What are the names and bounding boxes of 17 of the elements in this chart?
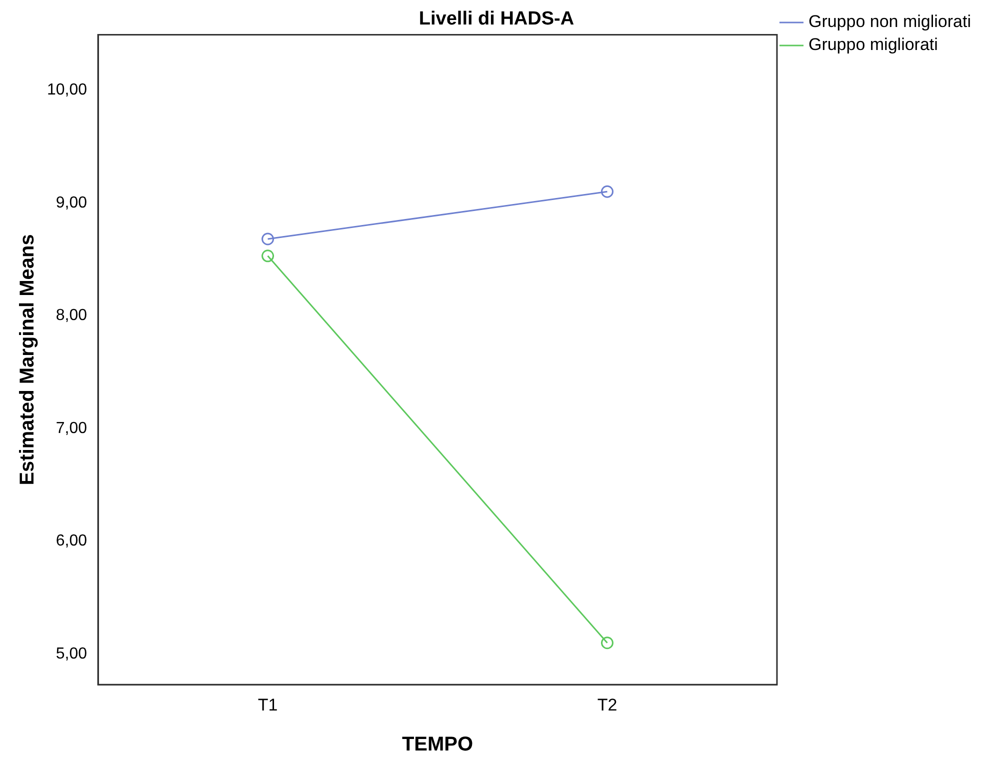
x-axis-title: TEMPO xyxy=(402,734,474,756)
y-tick-label: 5,00 xyxy=(56,646,88,663)
x-tick-label: T1 xyxy=(258,695,278,714)
point xyxy=(600,636,614,650)
y-axis-title: Estimated Marginal Means xyxy=(16,234,39,486)
y-tick-label: 9,00 xyxy=(56,194,88,212)
x-tick-label: T2 xyxy=(597,695,618,714)
point xyxy=(600,185,614,198)
legend-label: Gruppo migliorati xyxy=(808,35,938,54)
y-tick-label: 7,00 xyxy=(56,420,88,437)
point xyxy=(262,232,274,246)
y-tick-label: 6,00 xyxy=(56,532,88,550)
point xyxy=(262,250,274,262)
y-tick-label: 8,00 xyxy=(56,307,88,324)
chart-title: Livelli di HADS-A xyxy=(418,8,574,30)
y-tick-label: 10,00 xyxy=(46,81,88,98)
legend-label: Gruppo non migliorati xyxy=(808,12,971,32)
